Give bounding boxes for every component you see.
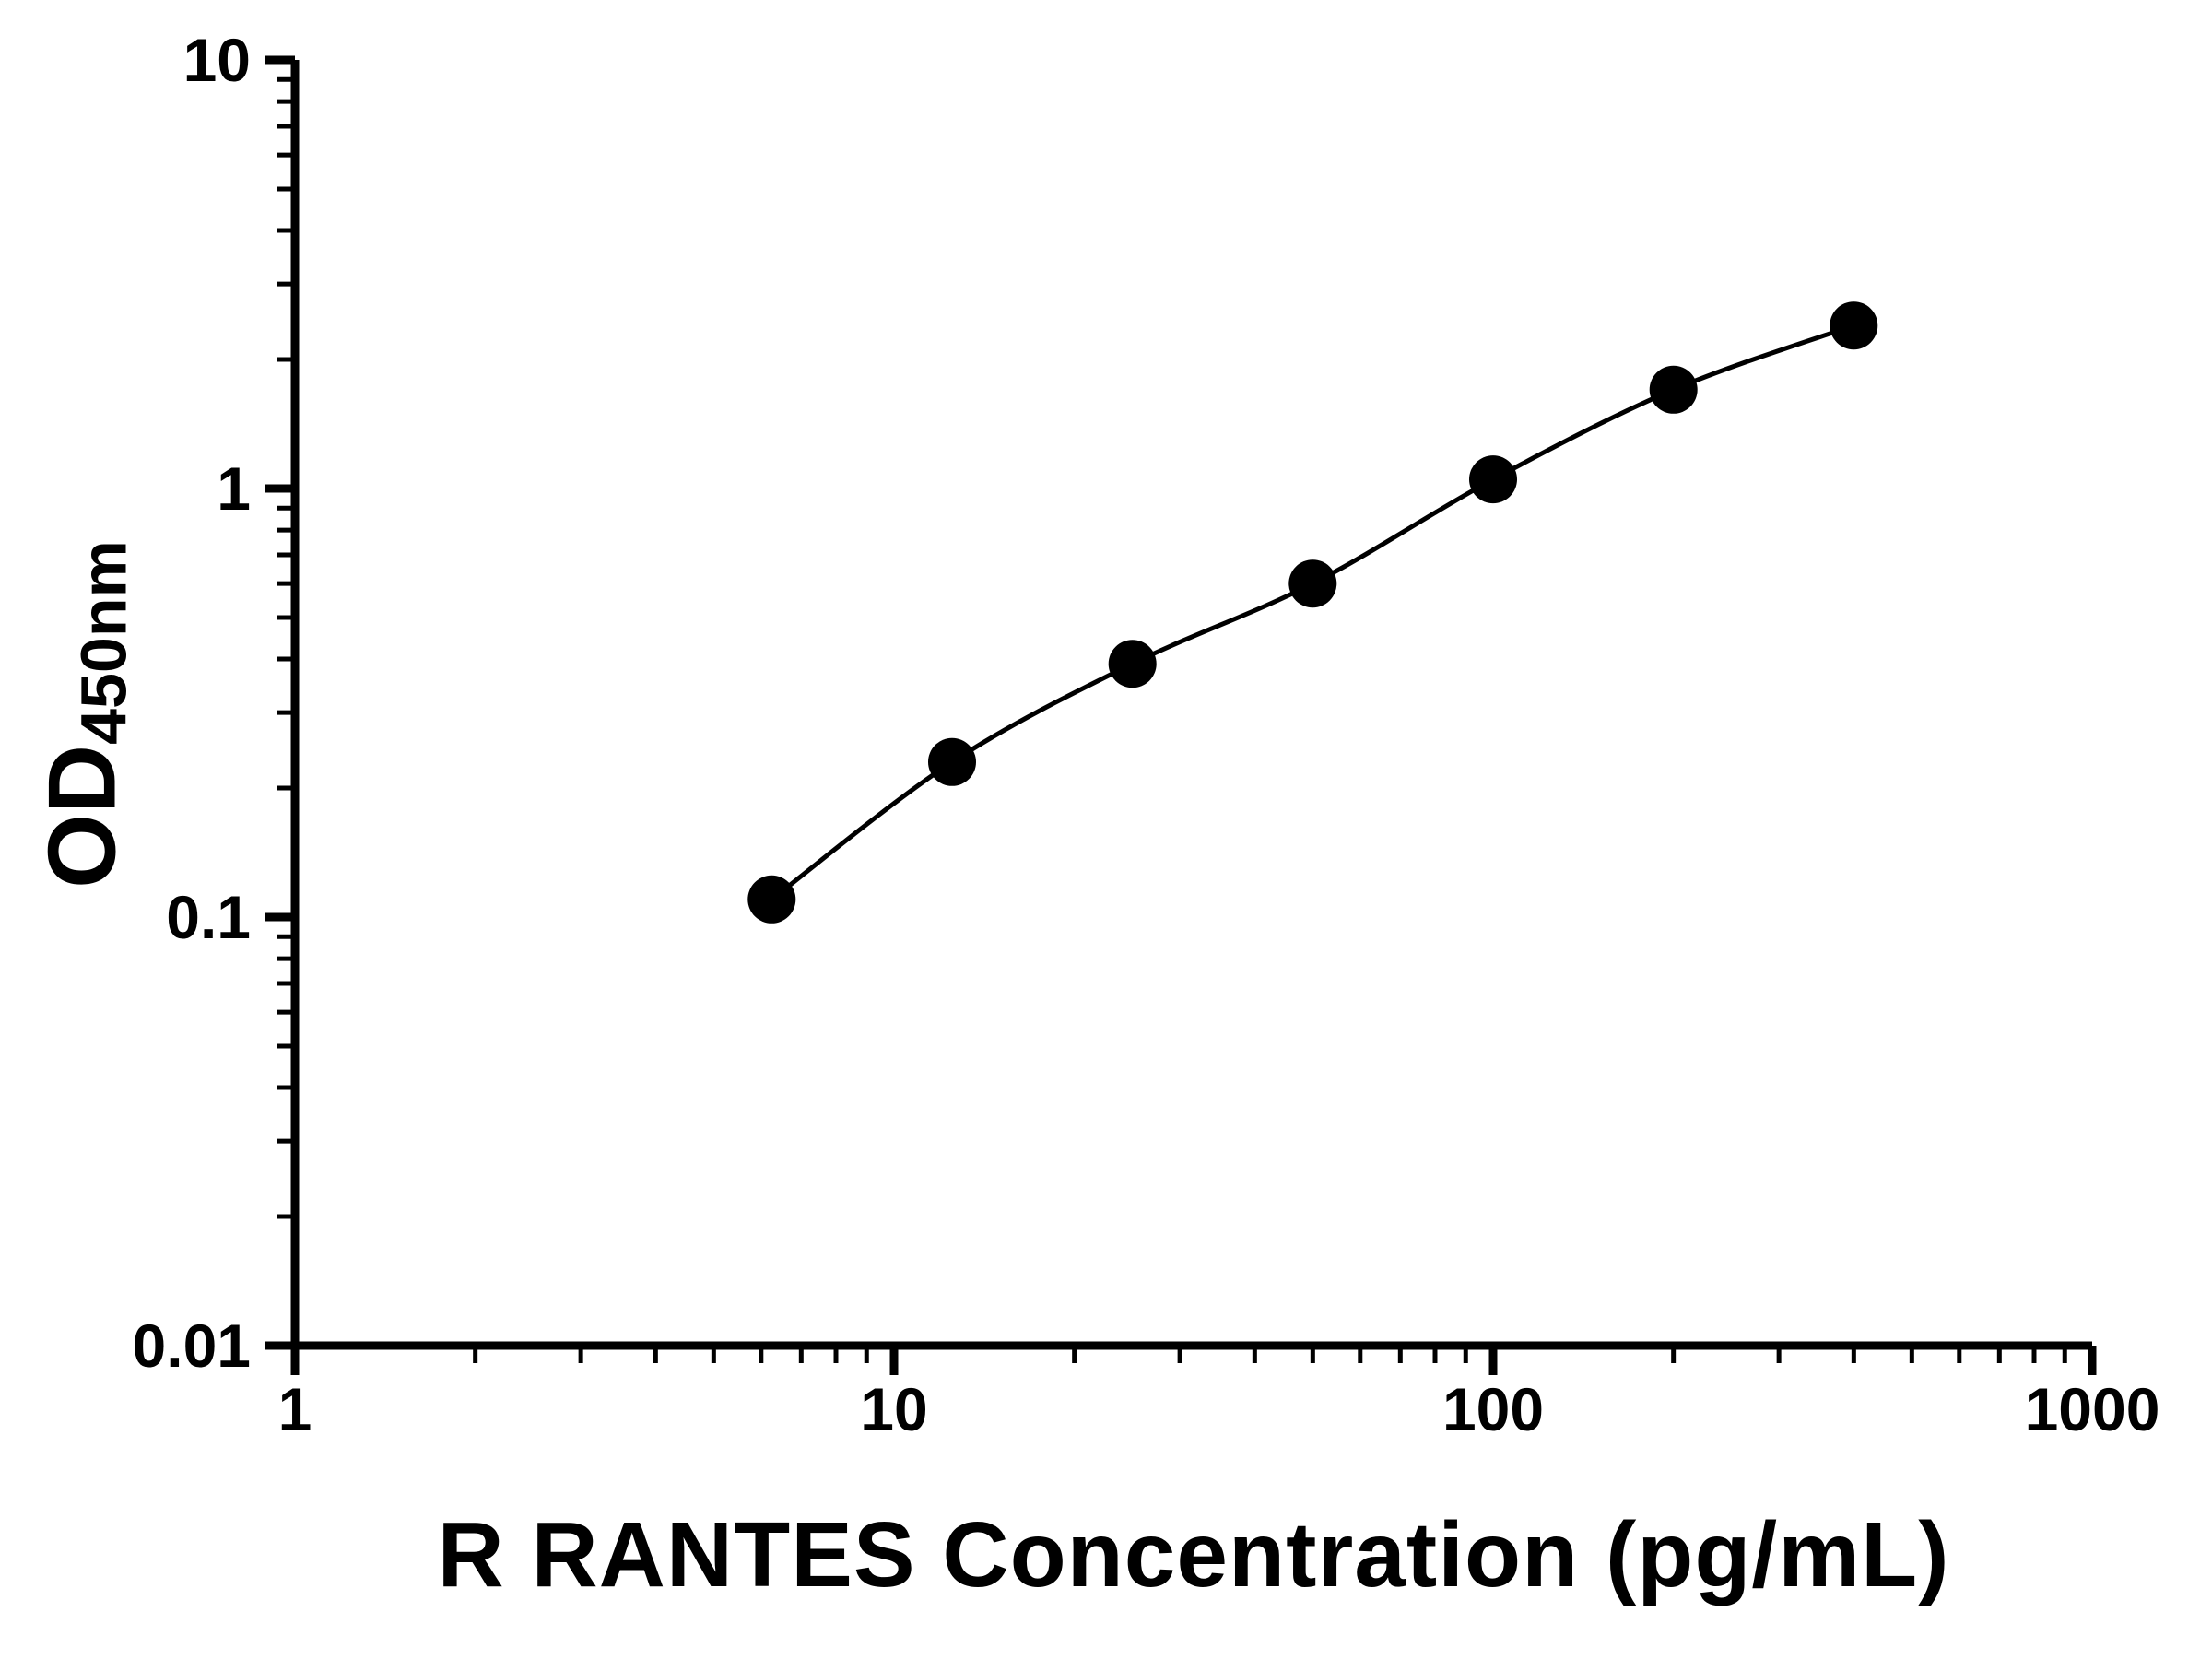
y-axis-title-main: OD bbox=[29, 744, 136, 888]
x-tick-label: 1000 bbox=[2025, 1375, 2160, 1443]
y-tick-label: 10 bbox=[183, 26, 251, 94]
data-point bbox=[747, 875, 796, 924]
data-point bbox=[1469, 455, 1517, 504]
y-tick-label: 0.01 bbox=[133, 1312, 251, 1380]
data-point bbox=[928, 737, 976, 786]
x-tick-label: 1 bbox=[278, 1375, 312, 1443]
data-point bbox=[1830, 301, 1878, 350]
data-point bbox=[1649, 365, 1698, 414]
y-tick-label: 0.1 bbox=[166, 883, 251, 951]
x-tick-label: 10 bbox=[860, 1375, 927, 1443]
data-point bbox=[1288, 559, 1337, 608]
y-axis-title: OD450nm bbox=[29, 540, 140, 888]
data-point bbox=[1108, 640, 1157, 688]
x-axis-title: R RANTES Concentration (pg/mL) bbox=[437, 1503, 1950, 1606]
x-tick-label: 100 bbox=[1442, 1375, 1544, 1443]
standard-curve-line bbox=[770, 323, 1855, 901]
y-axis-title-sub: 450nm bbox=[67, 540, 140, 745]
y-tick-label: 1 bbox=[217, 454, 251, 523]
